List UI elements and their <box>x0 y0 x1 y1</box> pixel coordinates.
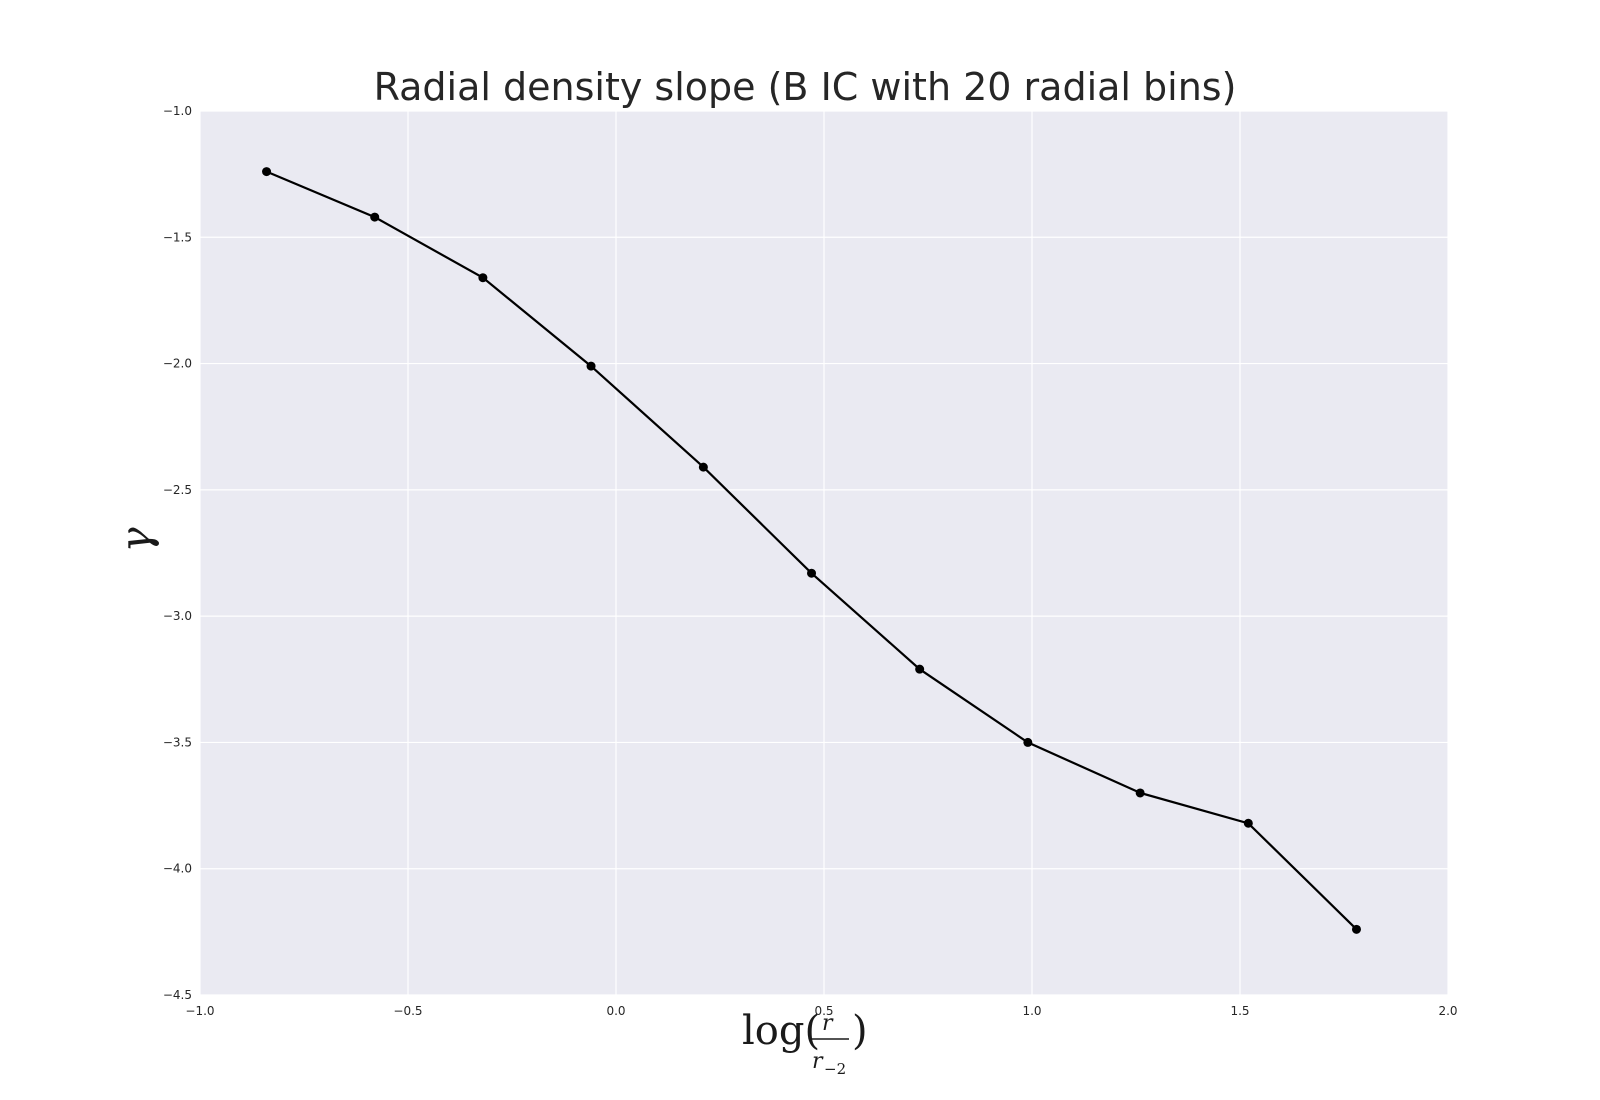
y-gridlines <box>200 110 1448 996</box>
y-tick-label: −4.5 <box>163 988 192 1002</box>
x-tick-label: 1.0 <box>1022 1004 1041 1018</box>
series-markers <box>262 167 1361 934</box>
data-point <box>370 212 380 222</box>
x-tick-label: −0.5 <box>393 1004 422 1018</box>
x-axis-label-numerator: r <box>822 1011 834 1036</box>
data-point <box>1135 788 1145 798</box>
x-tick-label: 0.0 <box>606 1004 625 1018</box>
data-point <box>262 167 272 177</box>
y-tick-label: −2.5 <box>163 483 192 497</box>
x-tick-label: −1.0 <box>185 1004 214 1018</box>
data-point <box>698 462 708 472</box>
x-axis-label-close: ) <box>852 1008 868 1054</box>
x-axis-label-denominator: r <box>812 1049 824 1074</box>
x-tick-label: 1.5 <box>1230 1004 1249 1018</box>
data-point <box>1023 737 1033 747</box>
chart-title: Radial density slope (B IC with 20 radia… <box>374 65 1237 109</box>
x-axis-label: log( r r −2 ) <box>742 1008 868 1078</box>
y-tick-label: −1.0 <box>163 104 192 118</box>
x-gridlines <box>199 111 1449 995</box>
y-tick-label: −3.0 <box>163 609 192 623</box>
y-tick-labels: −1.0 −1.5 −2.0 −2.5 −3.0 −3.5 −4.0 −4.5 <box>163 104 192 1002</box>
y-tick-label: −1.5 <box>163 230 192 244</box>
x-axis-label-subscript: −2 <box>824 1060 846 1078</box>
x-tick-labels: −1.0 −0.5 0.0 0.5 1.0 1.5 2.0 <box>185 1004 1457 1018</box>
y-tick-label: −2.0 <box>163 357 192 371</box>
x-axis-label-log: log( <box>742 1008 820 1054</box>
data-point <box>915 664 925 674</box>
x-tick-label: 0.5 <box>814 1004 833 1018</box>
data-point <box>1243 818 1253 828</box>
y-tick-label: −4.0 <box>163 862 192 876</box>
data-point <box>478 273 488 283</box>
data-point <box>586 361 596 371</box>
y-tick-label: −3.5 <box>163 735 192 749</box>
data-point <box>807 568 817 578</box>
x-tick-label: 2.0 <box>1438 1004 1457 1018</box>
data-point <box>1351 924 1361 934</box>
y-axis-label: γ <box>111 527 160 553</box>
